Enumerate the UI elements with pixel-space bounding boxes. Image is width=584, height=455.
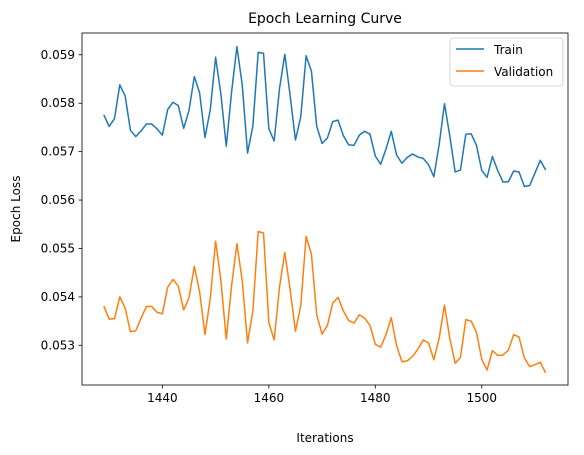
- y-tick-label: 0.057: [41, 145, 75, 159]
- x-tick-label: 1440: [147, 391, 178, 405]
- legend-box: [449, 37, 564, 87]
- legend-label-validation: Validation: [494, 65, 553, 79]
- y-tick-label: 0.059: [41, 48, 75, 62]
- y-tick-label: 0.058: [41, 96, 75, 110]
- x-tick-label: 1480: [360, 391, 391, 405]
- y-tick-label: 0.056: [41, 193, 75, 207]
- series-line-train: [103, 45, 547, 188]
- y-axis-label: Epoch Loss: [9, 176, 23, 243]
- series-lines: [103, 45, 547, 374]
- x-tick-label: 1500: [466, 391, 497, 405]
- y-tick-label: 0.053: [41, 338, 75, 352]
- y-tick-label: 0.055: [41, 241, 75, 255]
- plot-frame: [81, 32, 569, 386]
- legend: Train Validation: [449, 37, 564, 87]
- x-axis: 1440 1460 1480 1500: [147, 385, 497, 405]
- chart-title: Epoch Learning Curve: [248, 11, 402, 27]
- legend-label-train: Train: [493, 43, 523, 57]
- series-line-validation: [103, 230, 547, 374]
- y-tick-label: 0.054: [41, 290, 75, 304]
- x-tick-label: 1460: [254, 391, 285, 405]
- y-axis: 0.053 0.054 0.055 0.056 0.057 0.058 0.059: [41, 48, 82, 352]
- x-axis-label: Iterations: [296, 431, 353, 445]
